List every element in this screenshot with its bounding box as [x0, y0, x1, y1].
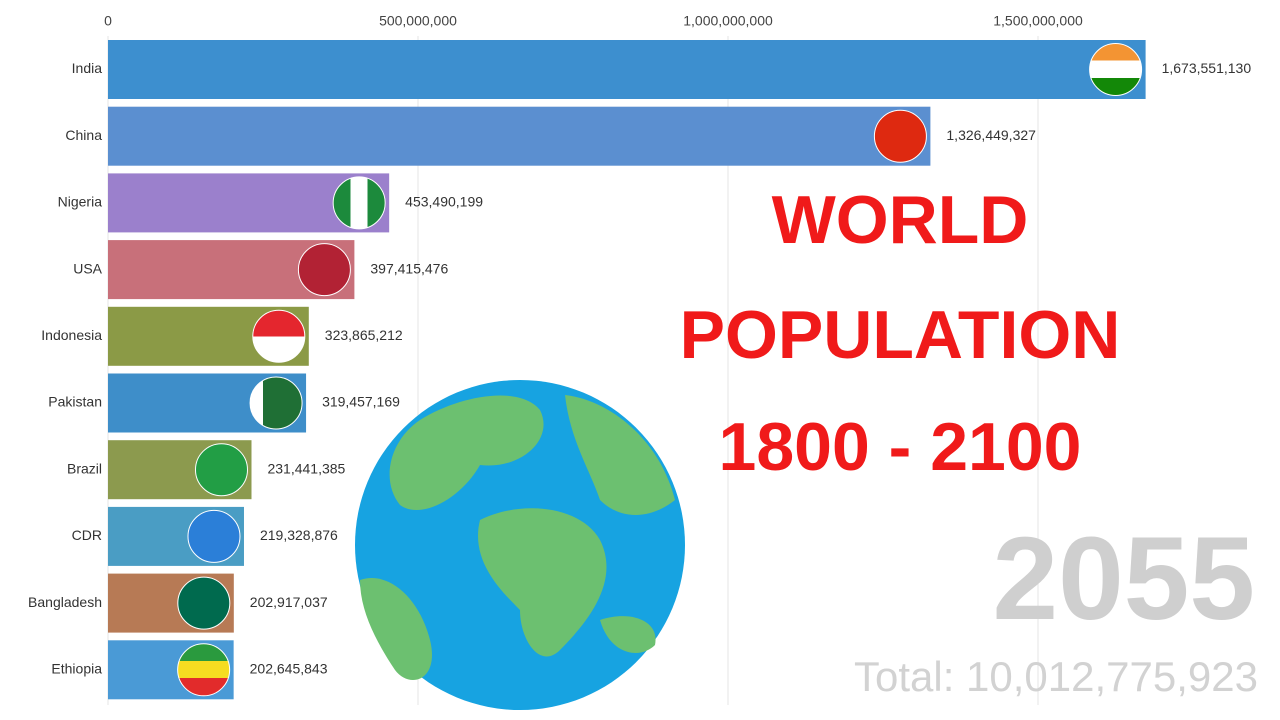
x-tick-label: 1,000,000,000: [683, 13, 773, 29]
value-label: 453,490,199: [405, 194, 483, 210]
y-tick-label: Pakistan: [48, 394, 102, 410]
globe-land: [565, 395, 675, 515]
flag: [177, 576, 231, 630]
title-line: WORLD: [772, 182, 1029, 258]
globe-land: [478, 508, 607, 657]
value-label: 219,328,876: [260, 527, 338, 543]
y-tick-label: India: [72, 60, 103, 76]
title-line: 1800 - 2100: [719, 409, 1082, 485]
x-tick-label: 500,000,000: [379, 13, 457, 29]
x-tick-label: 0: [104, 13, 112, 29]
flag: [873, 109, 927, 163]
bar: [108, 106, 931, 166]
globe-land: [600, 616, 656, 653]
value-label: 202,645,843: [250, 661, 328, 677]
y-tick-label: Nigeria: [58, 194, 103, 210]
y-tick-label: Ethiopia: [51, 661, 102, 677]
value-label: 1,673,551,130: [1162, 60, 1252, 76]
y-tick-label: USA: [73, 260, 102, 276]
y-tick-label: China: [65, 127, 102, 143]
year-label: 2055: [992, 513, 1255, 645]
bars: India 1,673,551,130 China 1,326,449,327 Nige…: [28, 40, 1252, 700]
total-label: Total: 10,012,775,923: [854, 653, 1258, 700]
flag: [187, 509, 241, 563]
globe-land: [389, 395, 544, 511]
value-label: 319,457,169: [322, 394, 400, 410]
y-tick-label: Brazil: [67, 460, 102, 476]
value-label: 397,415,476: [370, 260, 448, 276]
flag: [194, 443, 248, 497]
value-label: 231,441,385: [267, 460, 345, 476]
bar: [108, 40, 1146, 99]
flag: [177, 643, 231, 697]
y-tick-label: CDR: [72, 527, 102, 543]
flag: [1089, 43, 1143, 96]
flag: [249, 376, 303, 430]
flag: [332, 176, 386, 230]
globe: [355, 380, 685, 710]
y-tick-label: Bangladesh: [28, 594, 102, 610]
globe-land: [360, 578, 432, 680]
title-line: POPULATION: [680, 297, 1121, 373]
value-label: 323,865,212: [325, 327, 403, 343]
x-tick-label: 1,500,000,000: [993, 13, 1083, 29]
y-tick-label: Indonesia: [41, 327, 102, 343]
flag: [297, 243, 351, 297]
flag: [252, 309, 306, 363]
value-label: 202,917,037: [250, 594, 328, 610]
value-label: 1,326,449,327: [946, 127, 1036, 143]
